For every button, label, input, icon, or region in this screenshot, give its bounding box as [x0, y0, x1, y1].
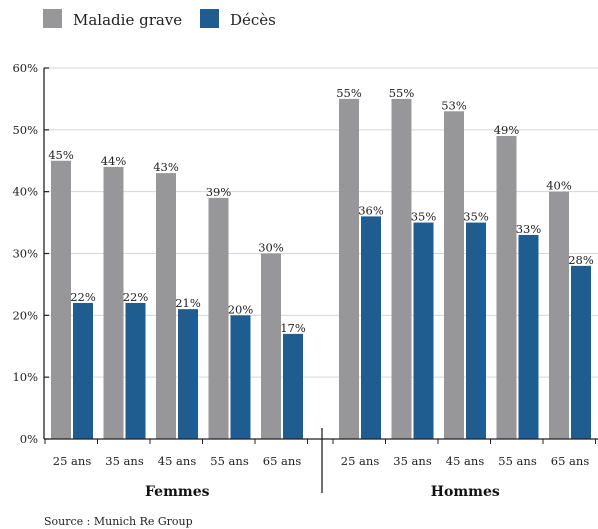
bar-value-label: 55%	[389, 86, 415, 100]
y-axis: 0% 10% 20% 30% 40% 50% 60%	[12, 61, 49, 446]
bar	[391, 98, 412, 440]
x-tick-label: 55 ans	[210, 454, 249, 468]
bar	[230, 315, 251, 439]
bar	[73, 302, 93, 439]
x-tick-label: 35 ans	[393, 454, 432, 468]
bar-value-label: 20%	[228, 302, 254, 316]
bar-value-label: 55%	[336, 86, 362, 100]
bar-value-label: 22%	[70, 290, 96, 304]
bar-value-label: 22%	[123, 290, 149, 304]
x-tick-label: 35 ans	[105, 454, 144, 468]
x-axis: 25 ans 35 ans 45 ans 55 ans 65 ans Femmes 25 a…	[44, 428, 598, 500]
x-tick-label: 45 ans	[158, 454, 197, 468]
bar-value-label: 21%	[175, 296, 201, 310]
bar	[466, 222, 486, 439]
bar-value-label: 40%	[546, 179, 572, 193]
bar	[261, 253, 281, 439]
bar	[413, 222, 434, 439]
bar-value-label: 45%	[48, 148, 74, 162]
bar-value-label: 35%	[463, 210, 489, 224]
x-tick-label: 45 ans	[446, 454, 485, 468]
x-tick-label: 65 ans	[263, 454, 302, 468]
legend-label: Maladie grave	[73, 11, 182, 29]
y-tick-label: 0%	[20, 432, 38, 446]
group-label: Femmes	[145, 484, 210, 500]
bar	[283, 333, 303, 439]
bar-value-label: 33%	[516, 222, 542, 236]
bar-value-label: 53%	[441, 98, 467, 112]
bar-value-label: 36%	[358, 203, 384, 217]
bar	[51, 160, 71, 439]
bar	[156, 173, 176, 439]
bar-value-label: 44%	[101, 154, 127, 168]
bar	[549, 191, 569, 439]
bars: 45% 22% 44% 22% 43% 21% 39% 20% 30% 17% 55% 36% 55% 3…	[48, 86, 594, 440]
bar-value-label: 43%	[153, 160, 179, 174]
bar	[339, 98, 359, 440]
bar	[518, 234, 539, 439]
legend: Maladie grave Décès	[43, 9, 276, 29]
bar-value-label: 28%	[568, 253, 594, 267]
bar-value-label: 17%	[280, 321, 306, 335]
x-tick-label: 65 ans	[551, 454, 590, 468]
group-label: Hommes	[431, 484, 500, 500]
bar-value-label: 30%	[258, 241, 284, 255]
bar	[361, 216, 381, 439]
y-tick-label: 60%	[12, 61, 38, 75]
bar	[178, 309, 198, 439]
legend-label: Décès	[230, 11, 276, 29]
y-tick-label: 30%	[12, 247, 38, 261]
bar	[444, 111, 464, 440]
y-tick-label: 20%	[12, 308, 38, 322]
legend-swatch	[43, 9, 62, 28]
y-tick-label: 50%	[12, 123, 38, 137]
source-note: Source : Munich Re Group	[44, 515, 193, 528]
x-tick-label: 25 ans	[341, 454, 380, 468]
x-tick-label: 55 ans	[498, 454, 537, 468]
bar	[208, 197, 229, 439]
bar	[496, 136, 517, 439]
bar-value-label: 39%	[206, 185, 232, 199]
y-tick-label: 10%	[12, 370, 38, 384]
y-tick-label: 40%	[12, 185, 38, 199]
bar	[571, 265, 591, 439]
legend-swatch	[200, 9, 219, 28]
bar	[103, 166, 124, 439]
bar	[125, 302, 146, 439]
bar-value-label: 49%	[494, 123, 520, 137]
x-tick-label: 25 ans	[53, 454, 92, 468]
bar-value-label: 35%	[411, 210, 437, 224]
